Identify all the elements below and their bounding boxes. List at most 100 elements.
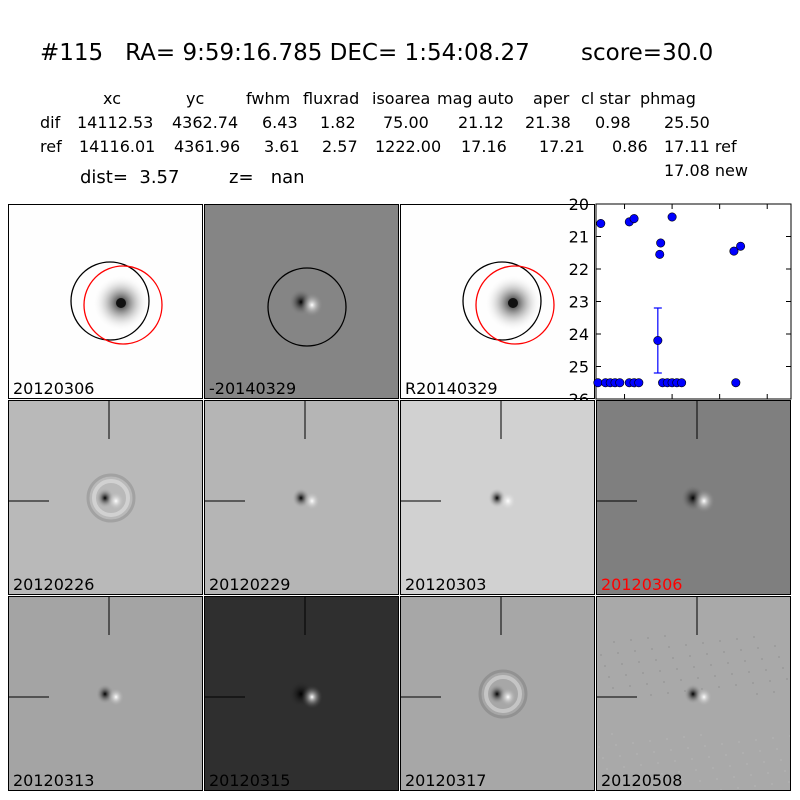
data-point	[634, 378, 644, 388]
aperture-circle-black	[70, 261, 150, 341]
noise-speck	[740, 649, 742, 651]
y-tick-label: 23	[569, 293, 589, 312]
stamp-image	[9, 597, 202, 790]
noise-speck	[640, 764, 642, 766]
data-point	[596, 219, 606, 229]
col-header: xc	[103, 89, 121, 108]
dec-value: DEC= 1:54:08.27	[329, 40, 530, 66]
noise-speck	[735, 684, 737, 686]
noise-speck	[718, 686, 720, 688]
noise-speck	[611, 733, 613, 735]
aperture-circle-red	[475, 265, 555, 345]
col-header: yc	[186, 89, 205, 108]
noise-speck	[682, 782, 684, 784]
row-label-ref: ref	[40, 137, 62, 156]
noise-speck	[613, 641, 615, 643]
noise-speck	[782, 667, 784, 669]
noise-speck	[755, 739, 757, 741]
panel-label: 20120229	[209, 575, 291, 594]
image-panel-epoch: 20120303	[400, 400, 595, 595]
positive-lobe	[108, 492, 124, 510]
noise-speck	[642, 672, 644, 674]
noise-speck	[597, 597, 599, 599]
noise-speck	[676, 668, 678, 670]
noise-speck	[631, 788, 633, 790]
y-tick-label: 24	[569, 325, 589, 344]
panel-label: -20140329	[209, 379, 297, 398]
noise-speck	[753, 636, 755, 638]
table-cell: 14112.53	[77, 113, 154, 132]
col-header: cl star	[581, 89, 631, 108]
noise-speck	[619, 755, 621, 757]
noise-speck	[742, 752, 744, 754]
table-cell: 1222.00	[375, 137, 442, 156]
noise-speck	[719, 640, 721, 642]
noise-speck	[648, 786, 650, 788]
noise-speck	[667, 692, 669, 694]
image-panel-difference: -20140329	[204, 204, 399, 399]
noise-speck	[674, 760, 676, 762]
table-cell: 75.00	[383, 113, 429, 132]
stamp-image	[597, 597, 790, 791]
noise-speck	[668, 646, 670, 648]
noise-speck	[614, 790, 616, 791]
noise-speck	[664, 635, 666, 637]
noise-speck	[737, 787, 739, 789]
aperture-circle-black	[267, 267, 347, 347]
noise-speck	[767, 772, 769, 774]
noise-speck	[638, 661, 640, 663]
noise-speck	[771, 783, 773, 785]
noise-speck	[632, 742, 634, 744]
noise-speck	[763, 761, 765, 763]
data-point	[629, 214, 639, 224]
positive-lobe	[693, 489, 715, 513]
table-cell: 17.11 ref	[664, 137, 737, 156]
noise-speck	[655, 659, 657, 661]
positive-lobe	[108, 688, 124, 706]
table-cell: 2.57	[322, 137, 358, 156]
positive-lobe	[500, 688, 516, 706]
noise-speck	[636, 753, 638, 755]
candidate-title: #115 RA= 9:59:16.785 DEC= 1:54:08.27 sco…	[40, 40, 713, 66]
positive-lobe	[301, 685, 323, 709]
noise-speck	[612, 687, 614, 689]
noise-speck	[776, 748, 778, 750]
noise-speck	[657, 762, 659, 764]
noise-speck	[691, 758, 693, 760]
noise-speck	[699, 780, 701, 782]
data-point	[677, 378, 687, 388]
col-header: fluxrad	[303, 89, 360, 108]
image-panel-epoch: 20120315	[204, 596, 399, 791]
stamp-image	[401, 205, 594, 398]
positive-lobe	[500, 492, 516, 510]
noise-speck	[687, 747, 689, 749]
table-cell: 21.38	[525, 113, 571, 132]
noise-speck	[759, 750, 761, 752]
y-tick-label: 25	[569, 358, 589, 377]
noise-speck	[778, 656, 780, 658]
noise-speck	[693, 666, 695, 668]
positive-lobe	[301, 293, 323, 317]
y-tick-label: 21	[569, 228, 589, 247]
noise-speck	[714, 675, 716, 677]
noise-speck	[716, 778, 718, 780]
y-tick-label: 22	[569, 260, 589, 279]
noise-speck	[773, 691, 775, 693]
ring-artifact	[478, 669, 528, 719]
data-point	[653, 335, 663, 345]
aperture-circle-black	[462, 261, 542, 341]
noise-speck	[627, 777, 629, 779]
positive-lobe	[304, 492, 320, 510]
image-panel-epoch: 20120306	[596, 400, 791, 595]
table-cell: 0.98	[595, 113, 631, 132]
col-header: phmag	[640, 89, 696, 108]
table-cell: 21.12	[458, 113, 504, 132]
noise-speck	[757, 647, 759, 649]
data-point	[593, 378, 603, 388]
noise-speck	[649, 740, 651, 742]
noise-speck	[706, 653, 708, 655]
noise-speck	[651, 648, 653, 650]
noise-speck	[784, 770, 786, 772]
image-panel-epoch: 20120317	[400, 596, 595, 791]
score-value: score=30.0	[581, 40, 714, 66]
